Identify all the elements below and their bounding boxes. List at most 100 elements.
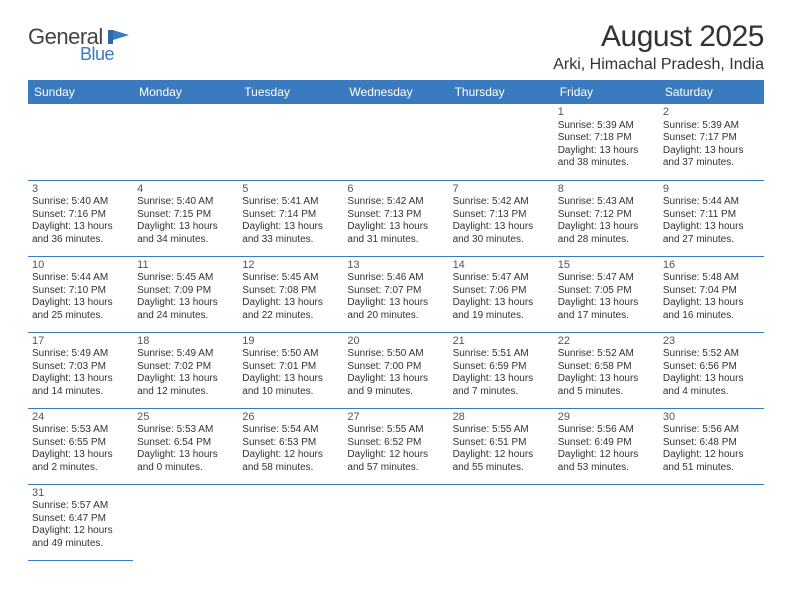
daylight-line: Daylight: 13 hours and 33 minutes. xyxy=(242,221,339,246)
calendar-row: 10Sunrise: 5:44 AMSunset: 7:10 PMDayligh… xyxy=(28,256,764,332)
calendar-row: 1Sunrise: 5:39 AMSunset: 7:18 PMDaylight… xyxy=(28,104,764,180)
sunrise-line: Sunrise: 5:52 AM xyxy=(663,348,760,361)
weekday-header: Monday xyxy=(133,80,238,104)
day-cell: 21Sunrise: 5:51 AMSunset: 6:59 PMDayligh… xyxy=(449,332,554,408)
sunrise-line: Sunrise: 5:50 AM xyxy=(242,348,339,361)
sunset-line: Sunset: 7:17 PM xyxy=(663,132,760,145)
sunrise-line: Sunrise: 5:49 AM xyxy=(137,348,234,361)
daylight-line: Daylight: 13 hours and 2 minutes. xyxy=(32,449,129,474)
sunrise-line: Sunrise: 5:54 AM xyxy=(242,424,339,437)
sunset-line: Sunset: 6:47 PM xyxy=(32,513,129,526)
day-number: 25 xyxy=(137,411,234,425)
sunset-line: Sunset: 7:12 PM xyxy=(558,209,655,222)
title-block: August 2025 Arki, Himachal Pradesh, Indi… xyxy=(553,20,764,74)
calendar-body: 1Sunrise: 5:39 AMSunset: 7:18 PMDaylight… xyxy=(28,104,764,560)
header: General August 2025 Arki, Himachal Prade… xyxy=(28,20,764,74)
daylight-line: Daylight: 13 hours and 16 minutes. xyxy=(663,297,760,322)
sunset-line: Sunset: 7:16 PM xyxy=(32,209,129,222)
logo-text-blue: Blue xyxy=(80,44,114,64)
day-number: 29 xyxy=(558,411,655,425)
empty-cell xyxy=(554,484,659,560)
sunset-line: Sunset: 6:48 PM xyxy=(663,437,760,450)
daylight-line: Daylight: 13 hours and 34 minutes. xyxy=(137,221,234,246)
daylight-line: Daylight: 13 hours and 28 minutes. xyxy=(558,221,655,246)
sunrise-line: Sunrise: 5:40 AM xyxy=(137,196,234,209)
day-cell: 17Sunrise: 5:49 AMSunset: 7:03 PMDayligh… xyxy=(28,332,133,408)
logo-sub: Blue xyxy=(28,44,114,65)
day-number: 5 xyxy=(242,183,339,197)
daylight-line: Daylight: 12 hours and 51 minutes. xyxy=(663,449,760,474)
empty-cell xyxy=(133,104,238,180)
sunset-line: Sunset: 7:13 PM xyxy=(453,209,550,222)
day-number: 2 xyxy=(663,106,760,120)
day-cell: 20Sunrise: 5:50 AMSunset: 7:00 PMDayligh… xyxy=(343,332,448,408)
daylight-line: Daylight: 13 hours and 5 minutes. xyxy=(558,373,655,398)
empty-cell xyxy=(133,484,238,560)
daylight-line: Daylight: 12 hours and 58 minutes. xyxy=(242,449,339,474)
day-cell: 8Sunrise: 5:43 AMSunset: 7:12 PMDaylight… xyxy=(554,180,659,256)
day-cell: 28Sunrise: 5:55 AMSunset: 6:51 PMDayligh… xyxy=(449,408,554,484)
sunrise-line: Sunrise: 5:42 AM xyxy=(453,196,550,209)
sunset-line: Sunset: 7:05 PM xyxy=(558,285,655,298)
sunrise-line: Sunrise: 5:56 AM xyxy=(663,424,760,437)
day-number: 9 xyxy=(663,183,760,197)
sunset-line: Sunset: 7:03 PM xyxy=(32,361,129,374)
sunrise-line: Sunrise: 5:41 AM xyxy=(242,196,339,209)
month-title: August 2025 xyxy=(553,20,764,54)
day-number: 12 xyxy=(242,259,339,273)
sunset-line: Sunset: 6:55 PM xyxy=(32,437,129,450)
daylight-line: Daylight: 13 hours and 27 minutes. xyxy=(663,221,760,246)
day-number: 10 xyxy=(32,259,129,273)
sunset-line: Sunset: 6:58 PM xyxy=(558,361,655,374)
sunset-line: Sunset: 7:04 PM xyxy=(663,285,760,298)
day-number: 27 xyxy=(347,411,444,425)
day-cell: 5Sunrise: 5:41 AMSunset: 7:14 PMDaylight… xyxy=(238,180,343,256)
daylight-line: Daylight: 13 hours and 22 minutes. xyxy=(242,297,339,322)
sunrise-line: Sunrise: 5:39 AM xyxy=(663,120,760,133)
daylight-line: Daylight: 13 hours and 37 minutes. xyxy=(663,145,760,170)
day-number: 31 xyxy=(32,487,129,501)
calendar-page: General August 2025 Arki, Himachal Prade… xyxy=(0,0,792,581)
daylight-line: Daylight: 13 hours and 14 minutes. xyxy=(32,373,129,398)
day-cell: 11Sunrise: 5:45 AMSunset: 7:09 PMDayligh… xyxy=(133,256,238,332)
sunrise-line: Sunrise: 5:55 AM xyxy=(453,424,550,437)
empty-cell xyxy=(343,484,448,560)
sunset-line: Sunset: 6:59 PM xyxy=(453,361,550,374)
day-cell: 13Sunrise: 5:46 AMSunset: 7:07 PMDayligh… xyxy=(343,256,448,332)
sunset-line: Sunset: 7:18 PM xyxy=(558,132,655,145)
weekday-header: Sunday xyxy=(28,80,133,104)
calendar-row: 31Sunrise: 5:57 AMSunset: 6:47 PMDayligh… xyxy=(28,484,764,560)
day-cell: 23Sunrise: 5:52 AMSunset: 6:56 PMDayligh… xyxy=(659,332,764,408)
daylight-line: Daylight: 13 hours and 24 minutes. xyxy=(137,297,234,322)
daylight-line: Daylight: 13 hours and 9 minutes. xyxy=(347,373,444,398)
daylight-line: Daylight: 13 hours and 36 minutes. xyxy=(32,221,129,246)
sunset-line: Sunset: 6:49 PM xyxy=(558,437,655,450)
day-number: 19 xyxy=(242,335,339,349)
sunrise-line: Sunrise: 5:50 AM xyxy=(347,348,444,361)
weekday-header: Tuesday xyxy=(238,80,343,104)
sunrise-line: Sunrise: 5:44 AM xyxy=(663,196,760,209)
day-cell: 18Sunrise: 5:49 AMSunset: 7:02 PMDayligh… xyxy=(133,332,238,408)
day-number: 24 xyxy=(32,411,129,425)
day-cell: 26Sunrise: 5:54 AMSunset: 6:53 PMDayligh… xyxy=(238,408,343,484)
empty-cell xyxy=(449,104,554,180)
daylight-line: Daylight: 12 hours and 57 minutes. xyxy=(347,449,444,474)
weekday-row: SundayMondayTuesdayWednesdayThursdayFrid… xyxy=(28,80,764,104)
sunrise-line: Sunrise: 5:51 AM xyxy=(453,348,550,361)
daylight-line: Daylight: 13 hours and 30 minutes. xyxy=(453,221,550,246)
day-number: 15 xyxy=(558,259,655,273)
day-number: 14 xyxy=(453,259,550,273)
calendar-head: SundayMondayTuesdayWednesdayThursdayFrid… xyxy=(28,80,764,104)
daylight-line: Daylight: 13 hours and 0 minutes. xyxy=(137,449,234,474)
weekday-header: Saturday xyxy=(659,80,764,104)
day-cell: 3Sunrise: 5:40 AMSunset: 7:16 PMDaylight… xyxy=(28,180,133,256)
empty-cell xyxy=(238,104,343,180)
sunrise-line: Sunrise: 5:45 AM xyxy=(137,272,234,285)
sunrise-line: Sunrise: 5:48 AM xyxy=(663,272,760,285)
daylight-line: Daylight: 13 hours and 20 minutes. xyxy=(347,297,444,322)
daylight-line: Daylight: 13 hours and 10 minutes. xyxy=(242,373,339,398)
sunset-line: Sunset: 6:54 PM xyxy=(137,437,234,450)
day-number: 4 xyxy=(137,183,234,197)
sunrise-line: Sunrise: 5:45 AM xyxy=(242,272,339,285)
calendar-row: 3Sunrise: 5:40 AMSunset: 7:16 PMDaylight… xyxy=(28,180,764,256)
